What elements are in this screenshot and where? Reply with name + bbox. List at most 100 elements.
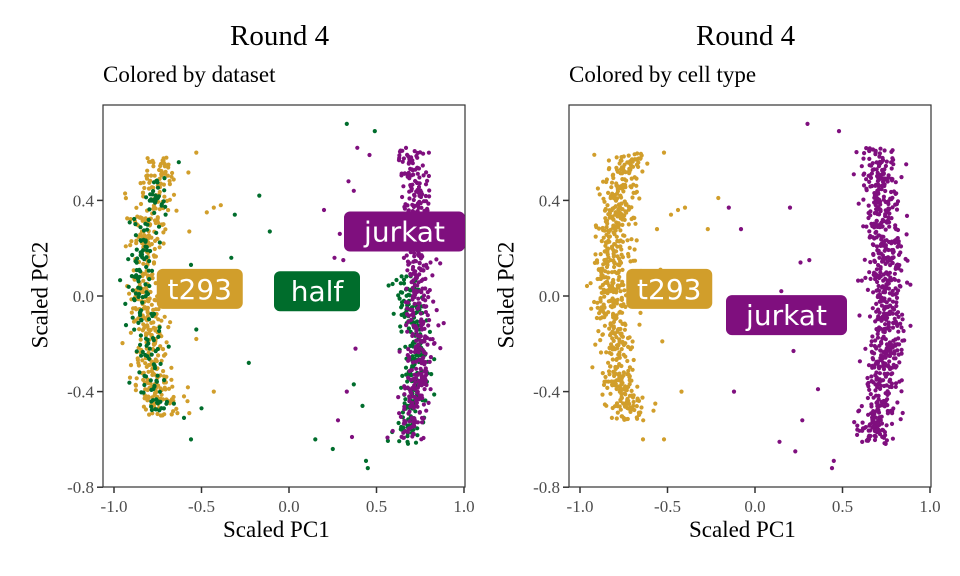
data-point-jurkat [405,174,410,179]
data-point-jurkat [798,260,803,265]
data-point-jurkat [406,262,411,267]
chart-title: Round 4 [230,20,330,52]
data-point-t293 [152,297,157,303]
data-point-half [151,180,157,185]
data-point-jurkat [425,342,430,347]
data-point-jurkat [896,352,901,357]
data-point-jurkat [885,179,890,184]
data-point-t293 [145,156,150,161]
data-point-t293 [160,413,165,418]
data-point-jurkat [807,258,812,263]
data-point-jurkat [882,219,887,224]
data-point-half [149,352,154,357]
data-point-jurkat [899,325,904,330]
data-point-t293 [614,343,620,348]
data-point-half [138,238,143,243]
data-point-half [147,356,152,361]
data-point-jurkat [886,173,891,178]
data-point-jurkat [367,152,372,158]
data-point-jurkat [891,320,896,325]
data-point-half [414,310,419,315]
data-point-t293 [615,410,620,415]
data-point-t293 [601,262,606,267]
data-point-jurkat [407,196,412,201]
data-point-jurkat [408,404,413,409]
data-point-t293 [615,196,620,201]
data-point-jurkat [876,283,881,289]
data-point-t293 [634,162,639,167]
data-point-jurkat [402,206,407,211]
data-point-t293 [614,181,619,186]
data-point-t293 [612,264,617,270]
data-point-jurkat [857,359,862,364]
data-point-half [229,255,234,260]
data-point-jurkat [894,295,900,300]
data-point-half [156,194,161,199]
data-point-t293 [635,384,640,389]
data-point-half [163,204,168,209]
data-point-jurkat [410,294,415,299]
data-point-half [143,352,148,358]
data-point-t293 [142,271,147,276]
data-point-jurkat [883,441,888,446]
data-point-t293 [150,411,155,416]
data-point-t293 [161,182,166,187]
data-point-jurkat [887,270,892,275]
data-point-t293 [181,394,187,399]
data-point-t293 [140,218,145,223]
data-point-jurkat [868,276,873,281]
data-point-jurkat [897,360,902,365]
cluster-label-text: jurkat [363,215,445,248]
data-point-jurkat [417,181,422,186]
chart-panel-cell-type: -1.0 -0.5 0.0 0.5 1.0 -0.8 -0.4 0.0 0.4 t293 jurka… [480,0,960,576]
data-point-jurkat [422,336,427,341]
data-point-jurkat [341,258,346,263]
data-point-jurkat [416,166,422,171]
data-point-t293 [629,237,634,242]
data-point-jurkat [353,346,358,351]
data-point-t293 [631,258,636,263]
data-point-half [138,269,143,274]
data-point-t293 [627,382,632,387]
data-point-t293 [629,163,634,168]
x-tick-label: 0.0 [278,497,299,516]
data-point-t293 [609,342,614,347]
data-point-jurkat [879,285,885,290]
data-point-jurkat [878,207,883,212]
scatter-plot-cell-type: -1.0 -0.5 0.0 0.5 1.0 -0.8 -0.4 0.0 0.4 t293 jurka… [533,104,941,516]
data-point-jurkat [406,208,411,213]
data-point-jurkat [872,225,877,230]
data-point-jurkat [405,329,410,334]
data-point-jurkat [430,273,435,278]
data-point-t293 [155,215,160,220]
data-point-jurkat [869,402,874,407]
data-point-jurkat [856,409,861,414]
data-point-jurkat [875,335,881,340]
data-point-jurkat [406,161,411,166]
data-point-t293 [598,252,603,257]
data-point-t293 [630,195,635,200]
data-point-t293 [638,156,643,161]
data-point-jurkat [871,290,876,295]
data-point-t293 [634,157,639,162]
data-point-half [134,273,139,278]
data-point-t293 [140,190,146,195]
data-point-t293 [150,272,155,277]
data-point-jurkat [879,159,884,165]
data-point-jurkat [876,174,881,179]
data-point-jurkat [899,175,904,180]
data-point-jurkat [888,275,893,280]
data-point-t293 [610,379,615,384]
data-point-jurkat [800,418,805,423]
cluster-label-text: t293 [168,273,232,306]
data-point-jurkat [414,400,419,405]
data-point-t293 [634,183,639,188]
data-point-jurkat [890,292,895,297]
data-point-half [140,349,145,355]
data-point-jurkat [892,349,897,354]
data-point-jurkat [431,299,436,304]
data-point-t293 [603,243,608,248]
data-point-t293 [631,399,636,405]
data-point-jurkat [893,381,899,386]
data-point-jurkat [420,358,425,363]
